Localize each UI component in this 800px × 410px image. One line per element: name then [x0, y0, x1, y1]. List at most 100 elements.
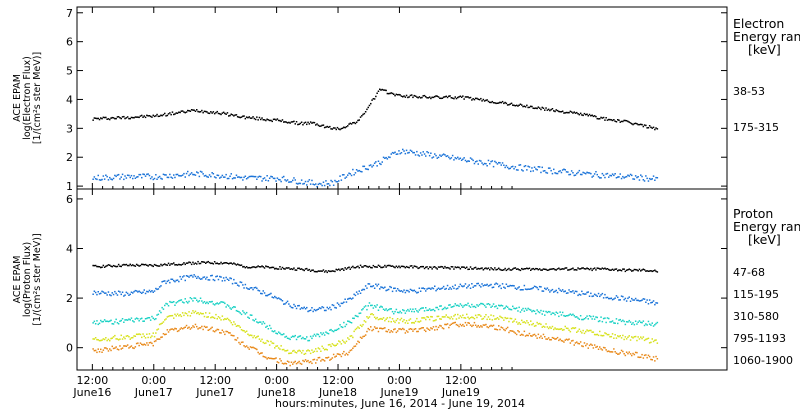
data-point	[458, 325, 460, 328]
data-point	[611, 333, 614, 335]
data-point	[391, 331, 394, 333]
data-point	[92, 119, 94, 121]
data-point	[636, 176, 638, 179]
data-point	[161, 114, 163, 117]
data-point	[615, 121, 618, 123]
data-point	[216, 275, 218, 277]
data-point	[524, 165, 527, 167]
data-point	[537, 166, 540, 168]
data-point	[178, 280, 180, 283]
data-point	[331, 330, 334, 332]
data-point	[338, 340, 340, 342]
data-point	[546, 172, 549, 174]
data-point	[96, 293, 98, 296]
data-point	[407, 266, 409, 268]
data-point	[251, 346, 253, 349]
data-point	[294, 351, 296, 353]
data-point	[380, 266, 382, 269]
data-point	[559, 111, 561, 113]
data-point	[533, 107, 536, 110]
data-point	[350, 174, 353, 177]
data-point	[334, 345, 336, 347]
data-point	[609, 118, 611, 121]
data-point	[596, 316, 598, 319]
data-point	[411, 265, 413, 267]
data-point	[233, 321, 235, 323]
data-point	[160, 177, 162, 180]
data-point	[432, 156, 435, 158]
data-point	[236, 324, 239, 327]
data-point	[193, 274, 195, 276]
data-point	[330, 128, 332, 130]
data-point	[460, 266, 463, 268]
data-point	[576, 290, 578, 293]
data-point	[472, 305, 474, 308]
data-point	[473, 267, 476, 269]
data-point	[579, 315, 582, 317]
data-point	[256, 266, 258, 268]
data-point	[299, 308, 302, 310]
data-point	[276, 345, 279, 347]
data-point	[119, 338, 121, 340]
data-point	[251, 334, 253, 337]
data-point	[190, 274, 193, 277]
data-point	[528, 288, 531, 290]
data-point	[306, 123, 308, 126]
data-point	[349, 335, 351, 337]
data-point	[196, 312, 198, 315]
data-point	[513, 168, 515, 170]
data-point	[220, 176, 222, 178]
data-point	[275, 345, 277, 347]
data-point	[336, 181, 339, 183]
data-point	[175, 328, 177, 330]
data-point	[132, 177, 134, 180]
data-point	[277, 347, 280, 349]
data-point	[352, 265, 354, 268]
data-point	[359, 264, 362, 267]
data-point	[509, 308, 511, 311]
data-point	[347, 320, 349, 322]
data-point	[642, 357, 645, 359]
data-point	[170, 301, 172, 304]
data-point	[147, 317, 149, 319]
data-point	[292, 268, 294, 271]
data-point	[203, 261, 206, 263]
data-point	[272, 266, 275, 269]
data-point	[261, 292, 263, 295]
data-point	[441, 327, 444, 329]
data-point	[109, 348, 111, 350]
data-point	[531, 287, 533, 290]
data-point	[149, 115, 152, 118]
data-point	[554, 327, 556, 329]
data-point	[253, 287, 256, 289]
data-point	[158, 115, 161, 117]
data-point	[405, 320, 408, 322]
data-point	[642, 125, 645, 128]
data-point	[199, 170, 202, 173]
data-point	[240, 176, 243, 179]
data-point	[581, 114, 583, 116]
data-point	[412, 290, 414, 292]
data-point	[412, 321, 414, 324]
data-point	[321, 270, 323, 272]
data-point	[119, 291, 121, 293]
data-point	[276, 268, 279, 270]
data-point	[194, 275, 197, 278]
data-point	[221, 112, 224, 114]
data-point	[495, 328, 497, 331]
data-point	[169, 112, 171, 114]
data-point	[620, 320, 623, 323]
data-point	[380, 286, 382, 288]
data-point	[482, 163, 485, 166]
data-point	[281, 348, 284, 351]
data-point	[572, 339, 574, 342]
data-point	[434, 95, 436, 98]
data-point	[367, 317, 369, 319]
data-point	[194, 297, 197, 299]
data-point	[555, 338, 557, 340]
data-point	[640, 300, 642, 302]
data-point	[615, 337, 618, 339]
y-tick-label: 4	[66, 93, 73, 106]
data-point	[620, 337, 623, 339]
data-point	[549, 109, 551, 112]
